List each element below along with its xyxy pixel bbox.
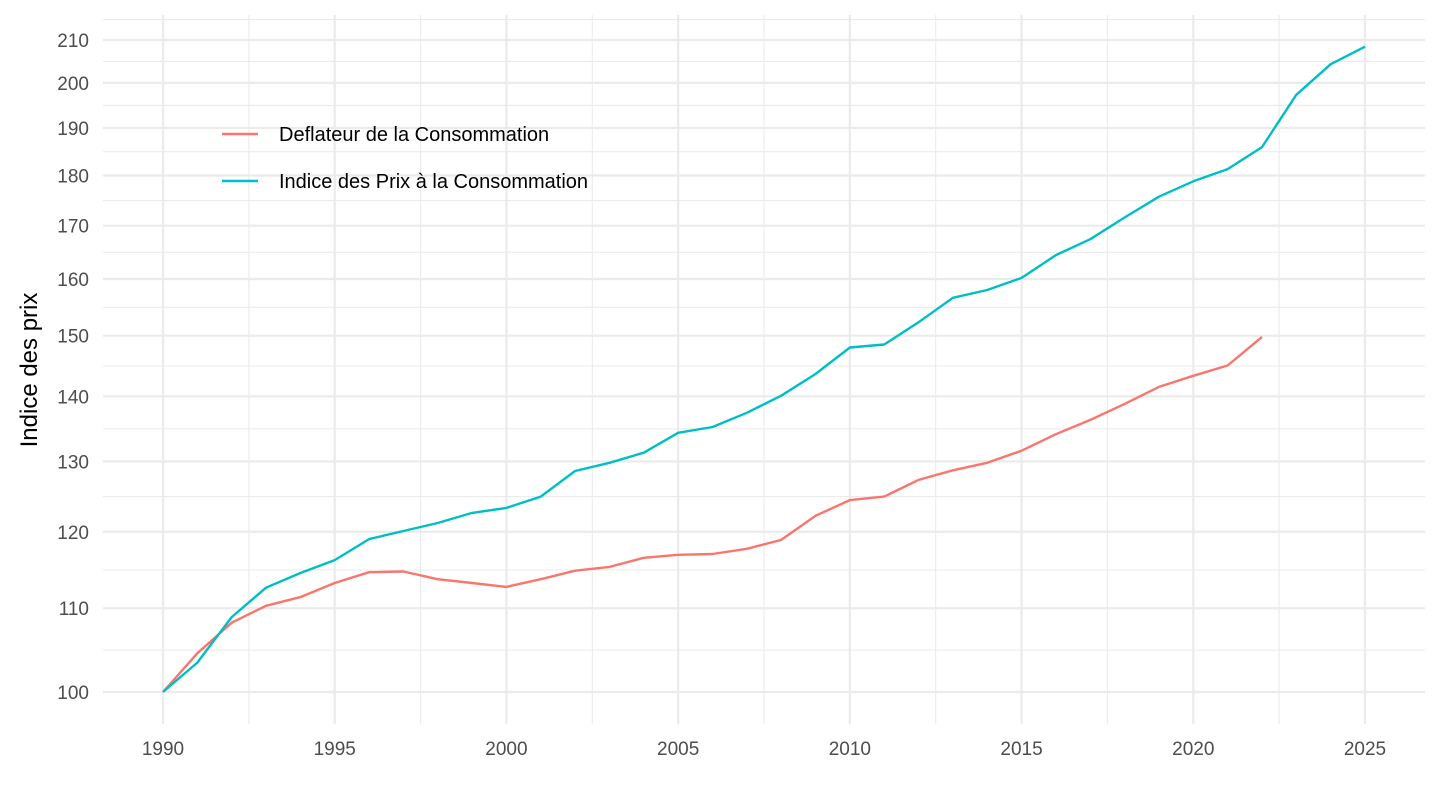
x-tick-label: 2025 bbox=[1344, 739, 1386, 760]
x-axis-tick-labels: 1990 1995 2000 2005 2010 2015 2020 2025 bbox=[142, 739, 1386, 760]
legend-label: Deflateur de la Consommation bbox=[279, 124, 549, 146]
y-tick-label: 160 bbox=[57, 270, 89, 291]
y-tick-label: 200 bbox=[57, 74, 89, 95]
y-axis-tick-labels: 100 110 120 130 140 150 160 170 180 190 200 210 bbox=[57, 31, 89, 704]
major-gridlines-y bbox=[103, 38, 1425, 694]
y-tick-label: 190 bbox=[57, 119, 89, 140]
x-tick-label: 2005 bbox=[657, 739, 699, 760]
x-tick-label: 2010 bbox=[829, 739, 871, 760]
y-tick-label: 170 bbox=[57, 217, 89, 238]
series-layer bbox=[162, 45, 1366, 693]
y-tick-label: 150 bbox=[57, 327, 89, 348]
legend: Deflateur de la Consommation Indice des P… bbox=[222, 124, 588, 193]
series-line-ipc bbox=[162, 45, 1366, 693]
x-tick-label: 1995 bbox=[314, 739, 356, 760]
y-tick-label: 100 bbox=[57, 683, 89, 704]
series-line-deflateur bbox=[162, 335, 1263, 693]
y-tick-label: 130 bbox=[57, 452, 89, 473]
x-tick-label: 1990 bbox=[142, 739, 184, 760]
minor-gridlines-x bbox=[248, 15, 1280, 724]
legend-item: Deflateur de la Consommation bbox=[222, 124, 549, 146]
x-tick-label: 2020 bbox=[1172, 739, 1214, 760]
legend-label: Indice des Prix à la Consommation bbox=[279, 171, 588, 193]
minor-gridlines-y bbox=[103, 19, 1425, 651]
x-tick-label: 2015 bbox=[1000, 739, 1042, 760]
y-axis-title: Indice des prix bbox=[16, 293, 43, 448]
major-gridlines-x bbox=[161, 15, 1367, 724]
y-tick-label: 120 bbox=[57, 523, 89, 544]
y-tick-label: 210 bbox=[57, 31, 89, 52]
y-tick-label: 110 bbox=[59, 599, 89, 620]
x-tick-label: 2000 bbox=[485, 739, 527, 760]
legend-item: Indice des Prix à la Consommation bbox=[222, 171, 588, 193]
y-tick-label: 180 bbox=[57, 166, 89, 187]
y-tick-label: 140 bbox=[57, 387, 89, 408]
